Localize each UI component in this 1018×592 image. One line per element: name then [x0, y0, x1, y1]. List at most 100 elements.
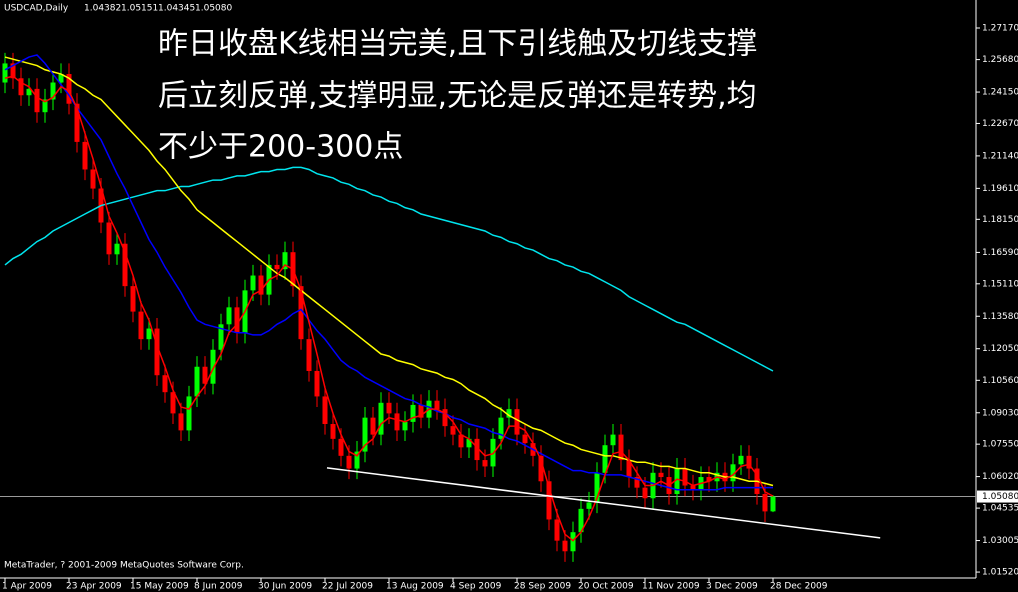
candle-body: [746, 455, 752, 469]
candle-body: [18, 78, 24, 96]
y-tick-label: 1.07550: [982, 440, 1018, 450]
candle-body: [410, 404, 416, 422]
candle-body: [618, 434, 624, 461]
candle-body: [274, 264, 280, 270]
candle-body: [42, 99, 48, 113]
candle-body: [498, 417, 504, 439]
x-tick-label: 8 Jun 2009: [194, 582, 243, 592]
current-price-box: [977, 490, 1018, 503]
candle-body: [674, 468, 680, 495]
x-tick-label: 23 Apr 2009: [66, 582, 122, 592]
candle-body: [50, 82, 56, 100]
x-tick-label: 15 May 2009: [130, 582, 189, 592]
trendline: [326, 467, 881, 539]
candle-body: [602, 445, 608, 473]
candle-body: [610, 434, 616, 446]
candle-body: [594, 472, 600, 503]
candle-body: [338, 438, 344, 456]
candle-body: [202, 366, 208, 384]
y-tick-label: 1.19610: [982, 184, 1018, 194]
y-tick-label: 1.09030: [982, 408, 1018, 418]
candle-body: [370, 417, 376, 435]
x-tick-label: 1 Apr 2009: [2, 582, 52, 592]
moving-average: [4, 75, 774, 542]
candle-body: [90, 169, 96, 189]
candle-body: [442, 409, 448, 427]
y-tick-label: 1.24150: [982, 88, 1018, 98]
y-tick-label: 1.22670: [982, 119, 1018, 129]
candle-body: [106, 222, 112, 255]
candle-body: [122, 243, 128, 287]
candle-body: [474, 438, 480, 461]
candle-body: [258, 275, 264, 295]
header-low: 1.04345: [158, 4, 195, 14]
candle-body: [690, 485, 696, 490]
x-tick-label: 11 Nov 2009: [642, 582, 700, 592]
header-close: 1.05080: [195, 4, 232, 14]
candle-body: [138, 311, 144, 340]
candle-body: [514, 409, 520, 435]
x-tick-label: 30 Jun 2009: [258, 582, 312, 592]
candle-body: [114, 243, 120, 255]
x-tick-label: 28 Dec 2009: [770, 582, 828, 592]
candle-body: [546, 481, 552, 520]
x-tick-label: 22 Jul 2009: [322, 582, 373, 592]
candle-body: [282, 252, 288, 270]
x-tick-label: 3 Dec 2009: [706, 582, 758, 592]
y-tick-label: 1.01520: [982, 568, 1018, 578]
moving-average: [4, 166, 774, 372]
candle-body: [770, 496, 776, 512]
annotation: 昨日收盘K线相当完美,且下引线触及切线支撑: [158, 27, 757, 62]
candle-body: [570, 532, 576, 552]
candle-body: [322, 396, 328, 425]
candle-body: [434, 400, 440, 410]
candle-body: [170, 392, 176, 414]
candle-body: [194, 366, 200, 397]
candle-body: [162, 375, 168, 393]
candle-body: [330, 424, 336, 439]
candle-body: [178, 413, 184, 431]
header-open: 1.04382: [84, 4, 121, 14]
candle-body: [314, 370, 320, 397]
x-tick-label: 4 Sep 2009: [450, 582, 502, 592]
candle-body: [378, 402, 384, 435]
y-tick-label: 1.12050: [982, 344, 1018, 354]
chart-title: USDCAD,Daily: [4, 4, 69, 14]
candle-body: [210, 349, 216, 384]
footer: MetaTrader, ? 2001-2009 MetaQuotes Softw…: [4, 561, 244, 571]
y-tick-label: 1.04535: [982, 504, 1018, 514]
candle-body: [626, 460, 632, 478]
candle-body: [466, 438, 472, 448]
candle-body: [346, 455, 352, 469]
candle-body: [386, 402, 392, 414]
y-tick-label: 1.15110: [982, 279, 1018, 289]
candle-body: [146, 328, 152, 340]
candle-body: [154, 328, 160, 376]
candle-body: [658, 472, 664, 478]
candle-body: [250, 275, 256, 291]
candle-body: [738, 455, 744, 465]
candle-body: [418, 404, 424, 418]
candle-body: [458, 434, 464, 448]
candle-body: [306, 339, 312, 371]
current-price-label: 1.05080: [982, 492, 1018, 502]
candle-body: [682, 468, 688, 486]
header-high: 1.05151: [121, 4, 158, 14]
candle-body: [74, 103, 80, 142]
y-tick-label: 1.10560: [982, 376, 1018, 386]
x-tick-label: 28 Sep 2009: [514, 582, 571, 592]
candle-body: [26, 88, 32, 96]
y-tick-label: 1.25680: [982, 55, 1018, 65]
candle-body: [642, 487, 648, 499]
annotation: 不少于200-300点: [158, 130, 403, 165]
candle-body: [226, 307, 232, 325]
candle-body: [394, 413, 400, 431]
y-tick-label: 1.13580: [982, 312, 1018, 322]
annotation: 后立刻反弹,支撑明显,无论是反弹还是转势,均: [158, 79, 757, 114]
candle-body: [562, 540, 568, 552]
candle-body: [506, 409, 512, 418]
candle-body: [554, 519, 560, 541]
candle-body: [34, 88, 40, 113]
moving-average: [4, 54, 773, 491]
